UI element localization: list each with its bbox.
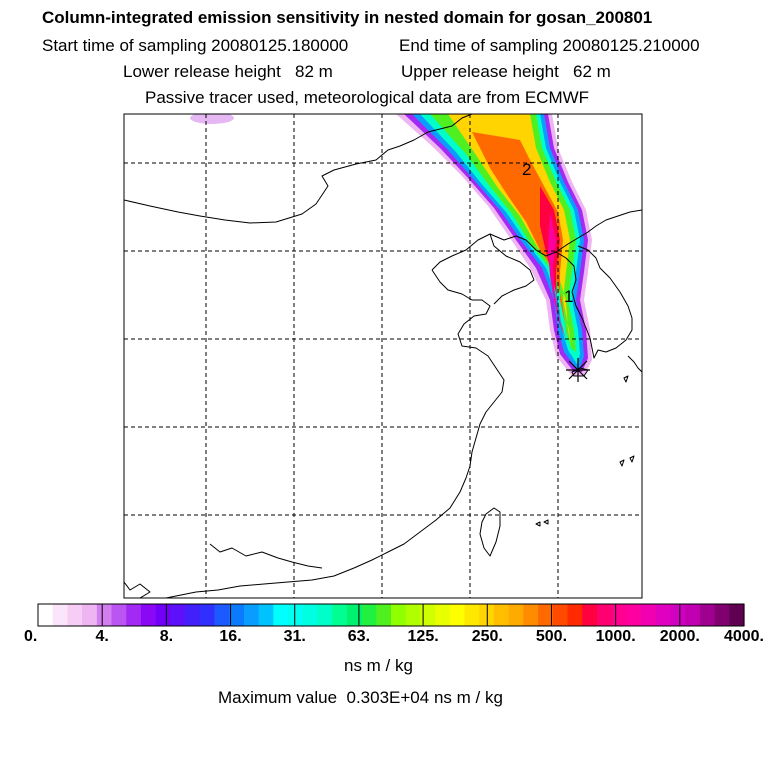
colorbar-tick-label: 2000. <box>659 628 700 645</box>
colorbar-tick-label: 125. <box>407 628 439 645</box>
gulf-coast <box>489 233 535 305</box>
ryukyu-islands <box>535 375 635 527</box>
taiwan-island <box>479 507 501 557</box>
maximum-value: Maximum value 0.303E+04 ns m / kg <box>218 688 503 708</box>
japan-kyushu <box>627 355 642 373</box>
lower-release-label: Lower release height <box>123 62 281 81</box>
plume-label-2: 2 <box>522 160 531 179</box>
maximum-value-label: Maximum value <box>218 688 338 707</box>
release-point-marker <box>566 358 590 382</box>
coastlines <box>124 114 642 598</box>
plume-fragment <box>190 114 234 124</box>
inner-border <box>209 543 323 569</box>
colorbar-tick-label: 0. <box>24 628 38 645</box>
colorbar-tick-label: 250. <box>471 628 503 645</box>
colorbar-tick-label: 8. <box>159 628 174 645</box>
upper-release: Upper release height 62 m <box>401 62 611 82</box>
colorbar-tick-label: 4000. <box>723 628 764 645</box>
plume-label-1: 1 <box>564 287 573 306</box>
hainan-coast <box>124 581 151 598</box>
start-time-label: Start time of sampling <box>42 36 207 55</box>
lower-release: Lower release height 82 m <box>123 62 333 82</box>
start-time: Start time of sampling 20080125.180000 <box>42 36 348 56</box>
map-plot: 2 1 <box>123 113 643 599</box>
korea-peninsula <box>555 245 633 359</box>
graticule <box>124 114 642 598</box>
colorbar-tick-label: 4. <box>95 628 109 645</box>
plume-layer-magenta <box>548 212 564 336</box>
colorbar-tick-label: 63. <box>347 628 371 645</box>
upper-release-value: 62 m <box>573 62 611 81</box>
colorbar-tick-label: 16. <box>219 628 242 645</box>
maximum-value-number: 0.303E+04 ns m / kg <box>346 688 503 707</box>
plume-layer-yellow <box>448 114 571 346</box>
chart-title: Column-integrated emission sensitivity i… <box>42 8 653 27</box>
colorbar-tick-label: 31. <box>283 628 306 645</box>
colorbar-tick-label: 1000. <box>595 628 636 645</box>
colorbar-tick-label: 500. <box>535 628 568 645</box>
border-northeast <box>431 209 642 271</box>
colorbar-unit: ns m / kg <box>344 656 413 675</box>
end-time-value: 20080125.210000 <box>562 36 700 55</box>
map-frame <box>123 113 643 599</box>
tracer-note: Passive tracer used, meteorological data… <box>145 88 590 107</box>
border-north <box>124 114 473 224</box>
end-time-label: End time of sampling <box>399 36 558 55</box>
end-time: End time of sampling 20080125.210000 <box>399 36 700 56</box>
start-time-value: 20080125.180000 <box>211 36 349 55</box>
lower-release-value: 82 m <box>295 62 333 81</box>
upper-release-label: Upper release height <box>401 62 559 81</box>
china-coast <box>163 269 505 598</box>
